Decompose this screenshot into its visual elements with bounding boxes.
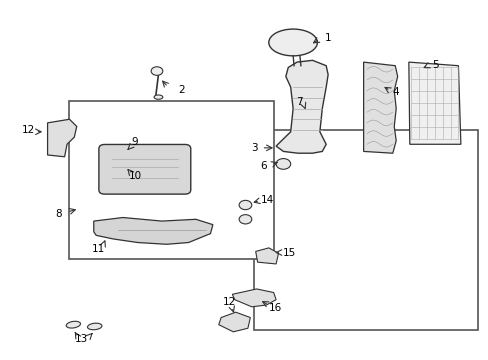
Text: 9: 9: [132, 138, 138, 148]
Polygon shape: [218, 312, 250, 332]
Text: 6: 6: [260, 161, 267, 171]
Ellipse shape: [66, 321, 81, 328]
Polygon shape: [255, 248, 278, 264]
Circle shape: [239, 201, 251, 210]
Text: 12: 12: [21, 125, 35, 135]
Circle shape: [276, 158, 290, 169]
Text: 15: 15: [283, 248, 296, 257]
Text: 14: 14: [261, 195, 274, 205]
Text: 2: 2: [178, 85, 184, 95]
FancyBboxPatch shape: [69, 102, 273, 258]
Polygon shape: [47, 119, 77, 157]
Text: 7: 7: [295, 97, 302, 107]
Text: 5: 5: [431, 60, 438, 69]
FancyBboxPatch shape: [99, 144, 190, 194]
Polygon shape: [276, 60, 327, 153]
Text: 8: 8: [55, 208, 62, 219]
Polygon shape: [94, 217, 212, 244]
Polygon shape: [363, 62, 397, 153]
Text: 10: 10: [128, 171, 142, 181]
Ellipse shape: [87, 323, 102, 330]
Text: 4: 4: [392, 87, 399, 98]
Polygon shape: [408, 62, 460, 144]
Text: 11: 11: [92, 244, 105, 253]
Text: 13: 13: [75, 334, 88, 344]
Polygon shape: [232, 289, 276, 307]
Ellipse shape: [154, 95, 163, 99]
FancyBboxPatch shape: [254, 130, 477, 330]
Circle shape: [239, 215, 251, 224]
Text: 3: 3: [250, 143, 257, 153]
Ellipse shape: [268, 29, 317, 56]
Text: 16: 16: [268, 303, 281, 313]
Circle shape: [151, 67, 163, 75]
Text: 12: 12: [223, 297, 236, 307]
Text: 1: 1: [324, 33, 331, 43]
